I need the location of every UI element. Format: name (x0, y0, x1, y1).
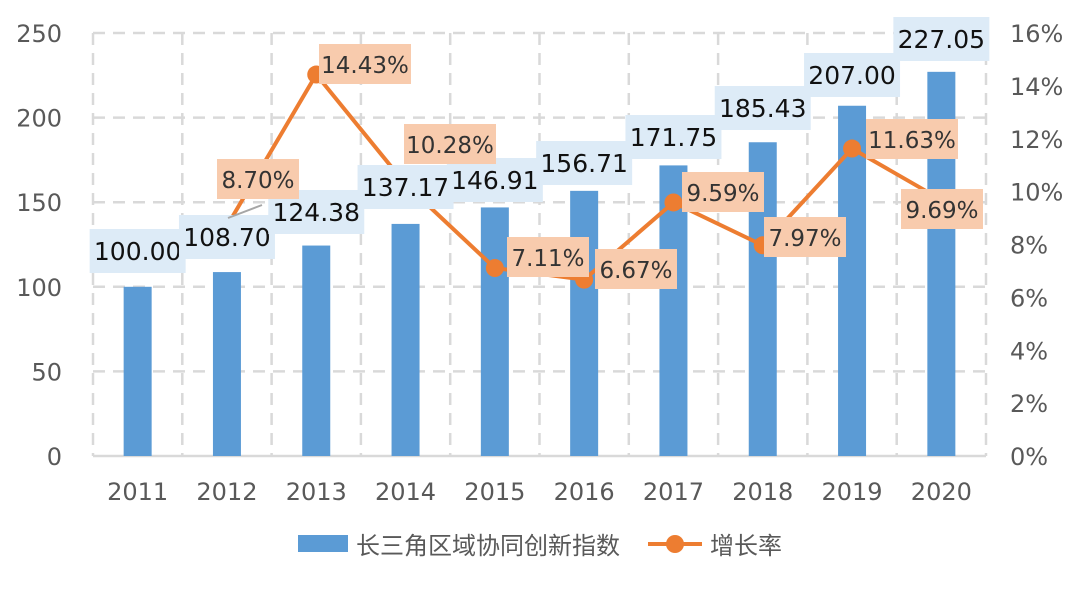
left-tick-label: 150 (16, 189, 62, 217)
bar[interactable] (123, 286, 152, 456)
line-marker[interactable] (843, 139, 862, 158)
x-tick-label: 2019 (822, 478, 883, 506)
left-tick-label: 50 (31, 358, 62, 386)
legend: 长三角区域协同创新指数 增长率 (0, 526, 1080, 561)
growth-value-label: 10.28% (406, 133, 494, 159)
bar-label-box (893, 17, 990, 61)
bar-label-box (804, 53, 901, 97)
line-marker-swatch-icon (648, 534, 702, 554)
x-tick-label: 2017 (643, 478, 704, 506)
right-tick-label: 8% (1010, 232, 1048, 260)
bar-value-label: 227.05 (898, 25, 985, 54)
bar[interactable] (480, 207, 509, 456)
x-tick-label: 2015 (464, 478, 525, 506)
right-tick-label: 10% (1010, 179, 1063, 207)
line-marker[interactable] (485, 259, 504, 278)
line-data-labels: 8.70% 14.43% 10.28% 7.11% 6.67% 9.59% 7.97% 11.… (217, 44, 983, 289)
bar[interactable] (391, 223, 420, 456)
bar-label-box (357, 165, 454, 209)
bar-label-box (536, 141, 633, 185)
growth-label-box (217, 159, 299, 199)
legend-item-growth[interactable]: 增长率 (620, 526, 782, 561)
growth-label-box (866, 119, 958, 159)
bar[interactable] (302, 245, 331, 456)
right-tick-label: 6% (1010, 284, 1048, 312)
legend-item-index[interactable]: 长三角区域协同创新指数 (298, 526, 620, 561)
bar-value-label: 156.71 (540, 149, 627, 178)
right-tick-label: 12% (1010, 126, 1063, 154)
growth-value-label: 9.59% (686, 181, 759, 207)
growth-value-label: 8.70% (221, 168, 294, 194)
bar-value-label: 207.00 (808, 61, 895, 90)
leader-line (227, 204, 263, 219)
bar-value-label: 146.91 (451, 166, 538, 195)
right-tick-label: 2% (1010, 390, 1048, 418)
bar-value-label: 100.00 (94, 237, 181, 266)
growth-value-label: 7.97% (768, 226, 841, 252)
bar-swatch-icon (298, 535, 348, 552)
growth-label-box (595, 249, 677, 289)
bar-value-label: 137.17 (362, 173, 449, 202)
x-tick-label: 2020 (911, 478, 972, 506)
bar-label-box (714, 86, 811, 130)
left-tick-label: 250 (16, 20, 62, 48)
bar-label-box (178, 215, 275, 259)
bar-label-box (625, 115, 722, 159)
growth-value-label: 7.11% (511, 246, 584, 272)
growth-label-box (404, 124, 496, 164)
x-tick-label: 2013 (286, 478, 347, 506)
growth-label-box (901, 189, 983, 229)
legend-label-growth: 增长率 (710, 532, 782, 560)
x-axis-ticks: 2011 2012 2013 2014 2015 2016 2017 2018 2019 2020 (107, 478, 972, 506)
legend-label-index: 长三角区域协同创新指数 (356, 532, 620, 560)
bar-value-label: 124.38 (273, 198, 360, 227)
growth-label-box (764, 217, 846, 257)
bar-value-label: 185.43 (719, 94, 806, 123)
growth-value-label: 6.67% (599, 258, 672, 284)
line-marker[interactable] (664, 193, 683, 212)
x-tick-label: 2018 (732, 478, 793, 506)
bar[interactable] (212, 272, 241, 456)
bar-series (123, 71, 956, 457)
left-tick-label: 100 (16, 274, 62, 302)
bar-value-label: 108.70 (183, 223, 270, 252)
growth-value-label: 11.63% (868, 128, 956, 154)
right-axis-ticks: 0% 2% 4% 6% 8% 10% 12% 14% 16% (1010, 20, 1063, 471)
bar[interactable] (570, 190, 599, 456)
x-tick-label: 2016 (554, 478, 615, 506)
right-tick-label: 0% (1010, 443, 1048, 471)
right-tick-label: 4% (1010, 337, 1048, 365)
growth-value-label: 9.69% (905, 198, 978, 224)
bar[interactable] (659, 165, 688, 457)
bar-label-box (446, 158, 543, 202)
bar-value-label: 171.75 (630, 123, 717, 152)
growth-label-box (319, 44, 411, 84)
bar-label-box (89, 229, 186, 273)
bar[interactable] (838, 105, 867, 457)
right-tick-label: 16% (1010, 20, 1063, 48)
grid-lines (91, 31, 988, 458)
x-tick-label: 2012 (196, 478, 257, 506)
growth-value-label: 14.43% (321, 53, 409, 79)
left-tick-label: 200 (16, 105, 62, 133)
growth-label-box (507, 237, 589, 277)
right-tick-label: 14% (1010, 73, 1063, 101)
growth-label-box (682, 172, 764, 212)
left-axis-ticks: 0 50 100 150 200 250 (16, 20, 62, 471)
x-tick-label: 2011 (107, 478, 168, 506)
left-tick-label: 0 (47, 443, 62, 471)
x-tick-label: 2014 (375, 478, 436, 506)
